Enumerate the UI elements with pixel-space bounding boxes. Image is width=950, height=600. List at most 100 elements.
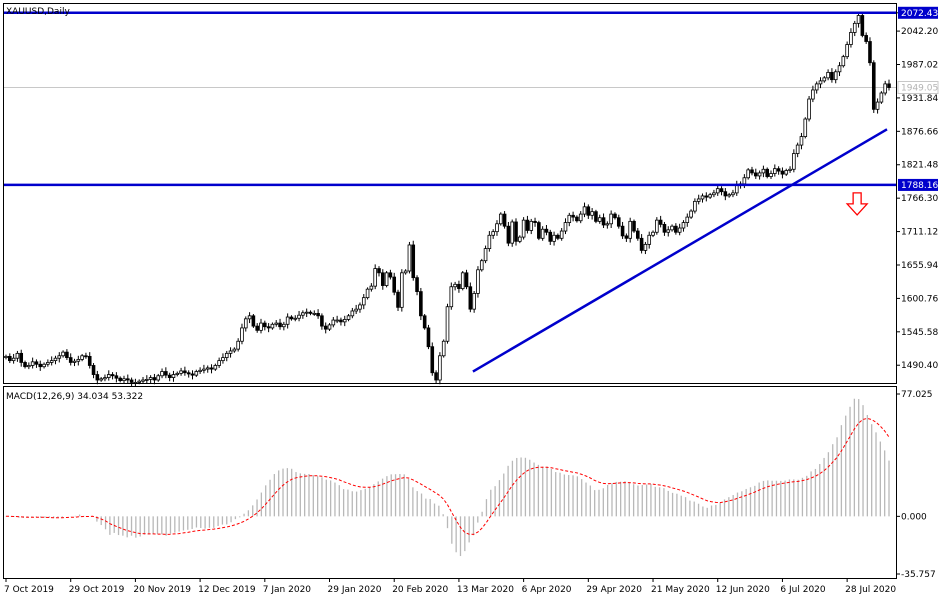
candle <box>415 275 419 296</box>
candle <box>518 235 522 244</box>
candle <box>114 372 119 383</box>
candle <box>156 373 161 382</box>
candle <box>72 358 77 367</box>
candle <box>868 37 872 66</box>
candle <box>639 234 644 254</box>
candle <box>308 310 313 316</box>
candle <box>354 304 358 314</box>
candle <box>875 98 880 114</box>
candle <box>670 224 674 232</box>
candle <box>765 167 770 179</box>
candle <box>746 168 750 180</box>
candle <box>647 231 652 249</box>
macd-tick-label: 0.000 <box>901 512 927 522</box>
candle <box>795 142 800 158</box>
x-tick-label: 6 Apr 2020 <box>522 585 572 595</box>
candle <box>586 204 591 219</box>
candle <box>61 350 65 358</box>
candle <box>723 188 728 201</box>
macd-layer <box>5 398 890 557</box>
candle <box>106 370 111 381</box>
candle <box>479 258 484 272</box>
candle <box>856 11 861 28</box>
candle <box>457 280 461 293</box>
candle <box>175 371 180 377</box>
candle <box>236 338 240 352</box>
candle <box>510 219 515 247</box>
candle <box>274 320 279 327</box>
candle <box>141 376 145 384</box>
candle <box>125 374 130 384</box>
candle <box>491 229 495 239</box>
candle <box>769 170 773 179</box>
candles-layer <box>4 11 891 387</box>
candle <box>616 214 621 229</box>
x-tick-label: 20 Feb 2020 <box>392 585 448 595</box>
x-tick-label: 7 Oct 2019 <box>4 585 54 595</box>
candle <box>122 375 126 384</box>
candle <box>438 352 442 385</box>
candle <box>148 375 153 384</box>
candle <box>247 312 252 324</box>
candle <box>278 318 282 330</box>
candle <box>578 211 583 224</box>
candle <box>419 287 423 321</box>
candle <box>377 266 381 277</box>
x-tick-label: 28 Jul 2020 <box>845 585 896 595</box>
candle <box>221 353 225 364</box>
price-tick-label: 1655.94 <box>901 261 938 271</box>
macd-label: MACD(12,26,9) 34.034 53.322 <box>6 392 143 402</box>
candle <box>674 223 678 235</box>
candle <box>605 221 610 229</box>
macd-tick-label: 77.025 <box>901 390 933 400</box>
candle <box>11 353 16 364</box>
candle <box>871 60 876 113</box>
candle <box>263 320 267 331</box>
candle <box>609 210 613 229</box>
candle <box>160 368 164 379</box>
candle <box>582 202 587 218</box>
candle <box>879 91 884 104</box>
candle <box>346 313 351 322</box>
candle <box>301 310 305 319</box>
x-tick-label: 6 Jul 2020 <box>780 585 825 595</box>
candle <box>297 310 301 322</box>
candle <box>205 365 210 373</box>
candle <box>445 303 450 344</box>
price-tick-label: 1766.30 <box>901 194 938 204</box>
candle <box>681 220 686 232</box>
candle <box>563 218 568 235</box>
candle <box>476 266 480 298</box>
candle <box>34 359 39 368</box>
candle <box>540 226 545 241</box>
candle <box>864 32 868 44</box>
candle <box>426 324 431 350</box>
candle <box>327 323 332 331</box>
trendline <box>472 128 888 373</box>
candle <box>502 211 507 229</box>
candle <box>213 363 218 371</box>
candle <box>449 282 454 310</box>
candle <box>666 226 671 237</box>
candle <box>887 79 891 91</box>
candle <box>552 231 556 246</box>
candle <box>852 20 857 37</box>
level-label: 2072.43 <box>901 9 938 19</box>
candle <box>761 165 766 178</box>
candle <box>217 357 221 368</box>
candle <box>293 315 298 322</box>
candle <box>255 323 259 333</box>
candle <box>270 322 275 330</box>
axis-layer: 2072.43 2042.20 1987.02 1931.84 1876.66 1821.… <box>4 6 939 595</box>
candle <box>704 192 709 202</box>
candle <box>129 377 134 387</box>
candle <box>430 342 435 376</box>
candle <box>183 366 187 376</box>
candle <box>548 229 553 245</box>
candle <box>719 186 724 196</box>
candle <box>137 379 142 385</box>
candle <box>145 375 149 384</box>
candle <box>883 80 887 96</box>
x-tick-label: 20 Nov 2019 <box>133 585 191 595</box>
candle <box>792 149 796 173</box>
